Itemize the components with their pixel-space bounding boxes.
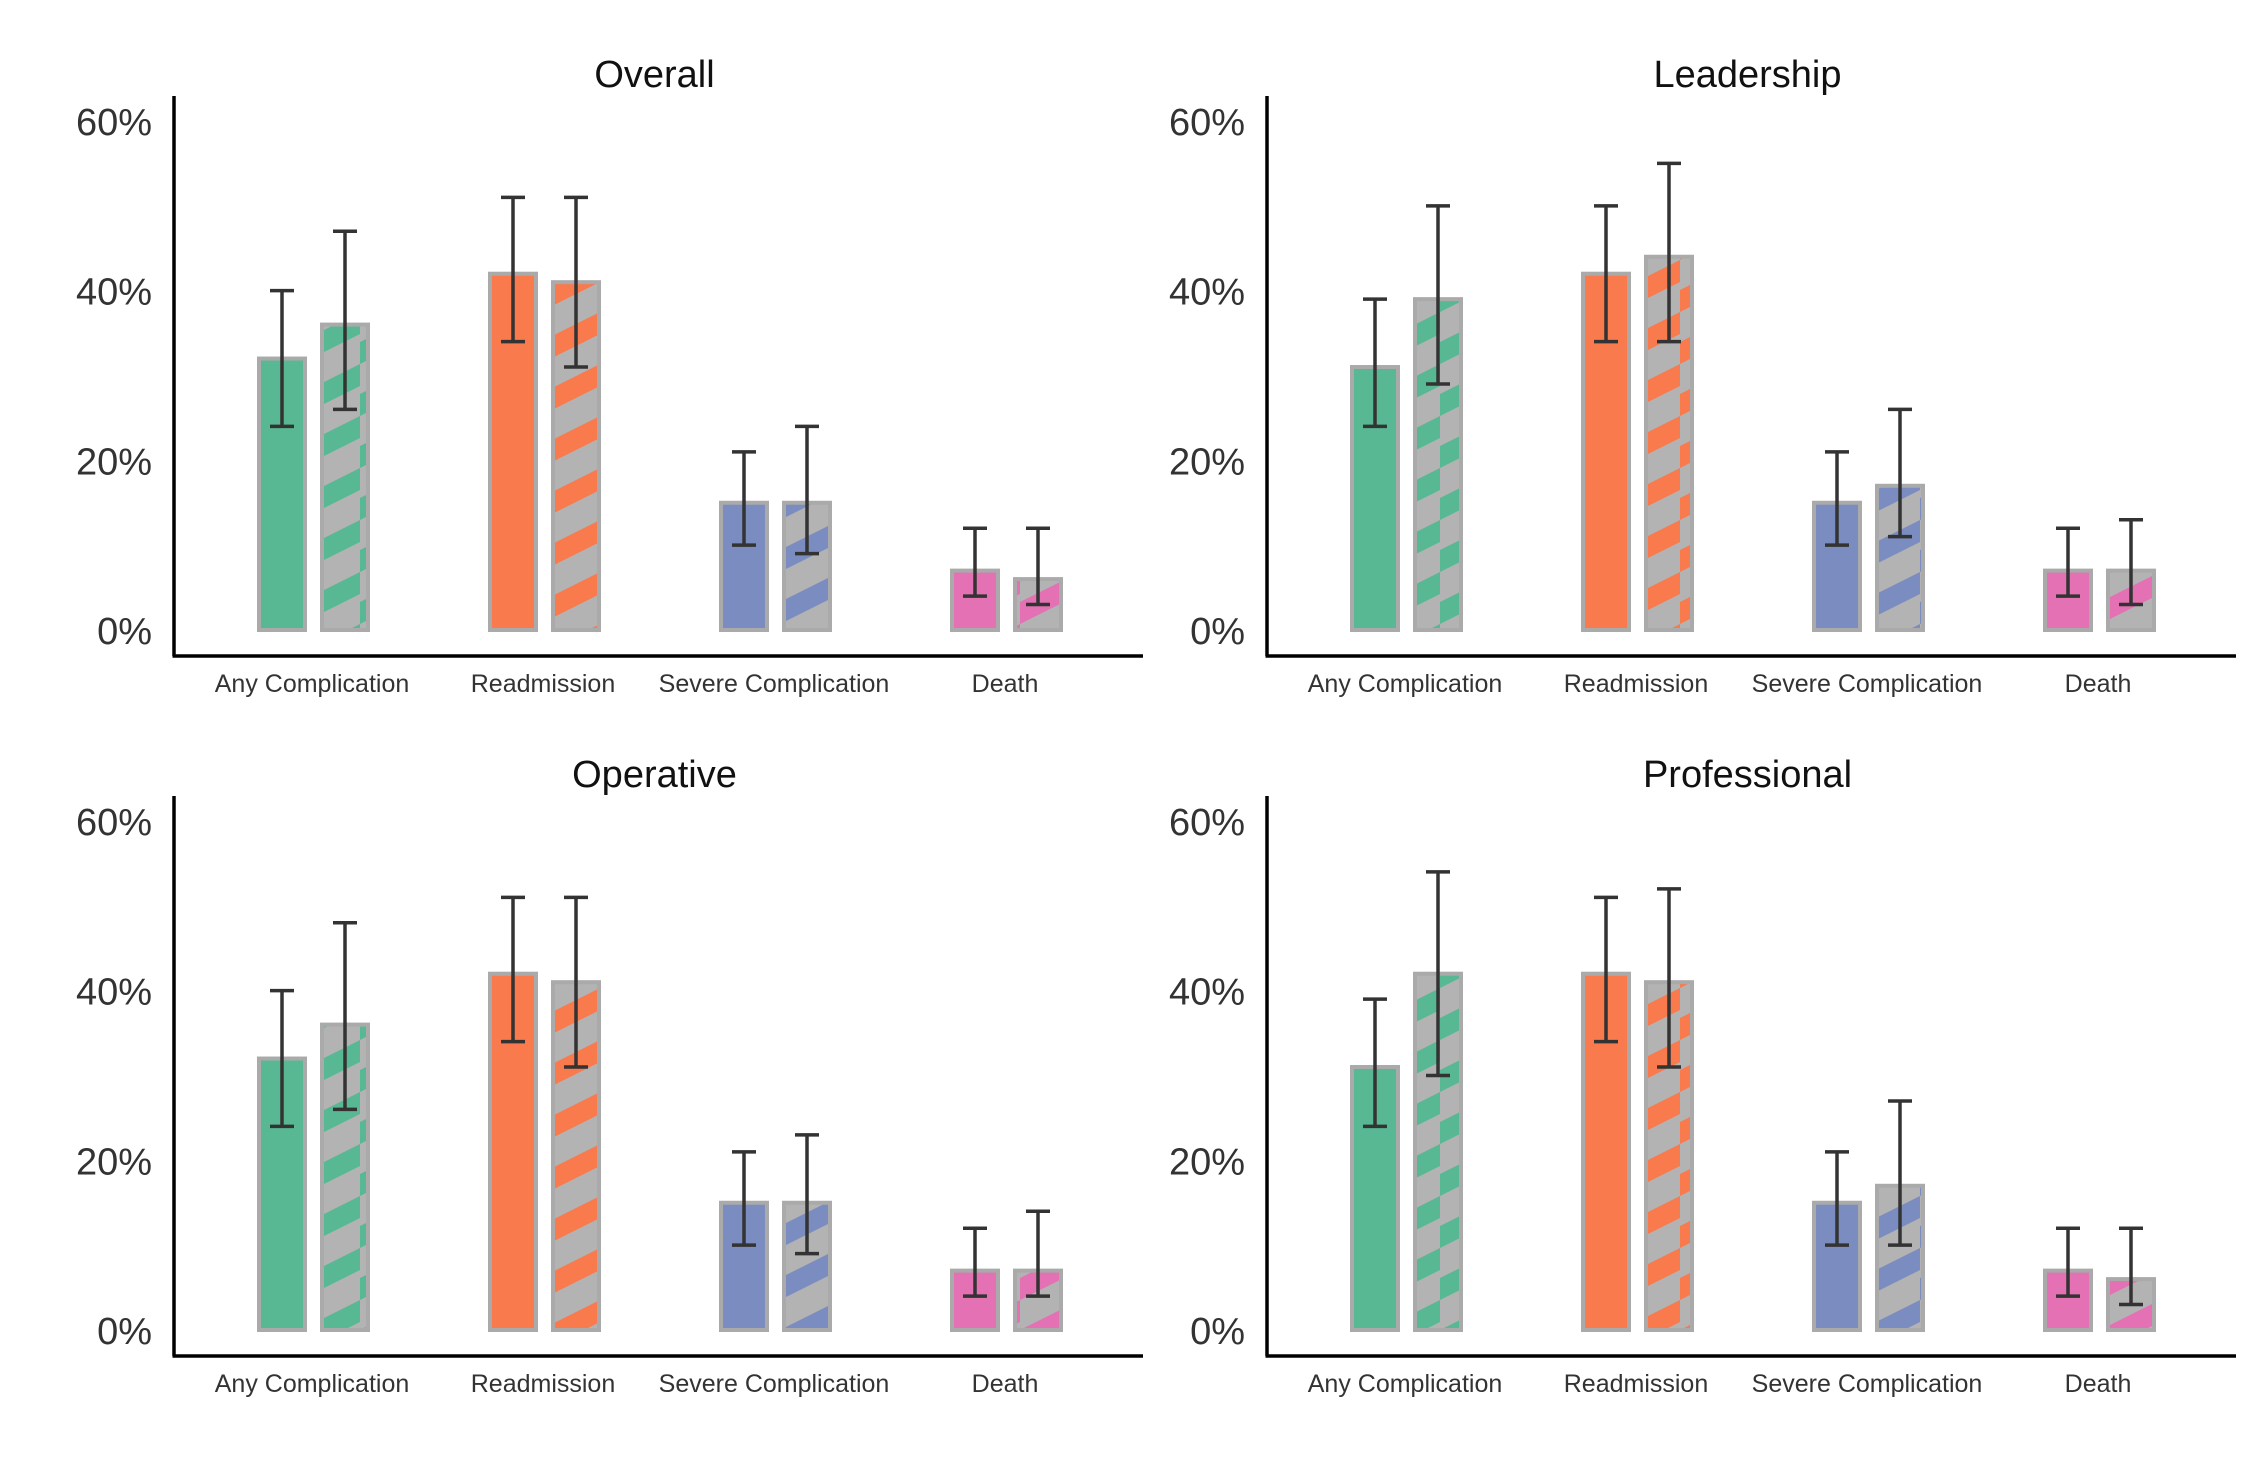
x-tick-label: Any Complication xyxy=(1308,1370,1503,1398)
x-tick-label: Readmission xyxy=(471,670,616,698)
y-tick-label: 20% xyxy=(1169,1141,1245,1183)
error-bar-readmission-hatched xyxy=(564,895,588,1069)
error-bar-any-complication-hatched xyxy=(333,229,357,412)
error-bar-severe-complication-hatched xyxy=(1888,1099,1912,1247)
y-tick-label: 40% xyxy=(1169,972,1245,1014)
y-tick-label: 40% xyxy=(76,272,152,314)
x-tick-label: Death xyxy=(2065,670,2132,698)
x-tick-label: Severe Complication xyxy=(1752,1370,1983,1398)
panel-title: Operative xyxy=(572,754,737,796)
x-tick-label: Any Complication xyxy=(215,1370,410,1398)
x-tick-label: Severe Complication xyxy=(1752,670,1983,698)
error-bar-readmission-solid xyxy=(501,895,525,1044)
error-bar-any-complication-hatched xyxy=(1426,870,1450,1078)
error-bar-severe-complication-solid xyxy=(1825,1150,1849,1247)
error-bar-severe-complication-hatched xyxy=(795,424,819,556)
panel-overall: Overall 0% 20% 40% 60% Any Complication Readmi… xyxy=(76,54,1143,698)
panel-leadership: Leadership 0% 20% 40% 60% Any Complication Rea… xyxy=(1169,54,2236,698)
error-bar-any-complication-solid xyxy=(1363,997,1387,1129)
error-bar-readmission-solid xyxy=(1594,895,1618,1044)
y-tick-label: 40% xyxy=(76,972,152,1014)
y-tick-label: 20% xyxy=(76,1141,152,1183)
x-tick-label: Death xyxy=(972,1370,1039,1398)
error-bar-severe-complication-solid xyxy=(732,1150,756,1247)
panel-professional: Professional 0% 20% 40% 60% Any Complication R… xyxy=(1169,754,2236,1398)
x-tick-label: Death xyxy=(972,670,1039,698)
error-bar-readmission-hatched xyxy=(1657,887,1681,1069)
x-tick-label: Severe Complication xyxy=(659,1370,890,1398)
y-tick-label: 20% xyxy=(76,441,152,483)
error-bar-death-solid xyxy=(2056,526,2080,598)
error-bar-any-complication-solid xyxy=(270,988,294,1129)
panel-title: Overall xyxy=(594,54,714,96)
error-bar-death-hatched xyxy=(1026,526,1050,607)
error-bar-severe-complication-solid xyxy=(732,450,756,547)
error-bar-any-complication-solid xyxy=(270,288,294,429)
panel-operative: Operative 0% 20% 40% 60% Any Complication Read… xyxy=(76,754,1143,1398)
error-bar-readmission-solid xyxy=(501,195,525,344)
x-tick-label: Readmission xyxy=(1564,670,1709,698)
error-bar-severe-complication-solid xyxy=(1825,450,1849,547)
y-tick-label: 0% xyxy=(97,611,152,653)
error-bar-death-hatched xyxy=(1026,1209,1050,1298)
x-tick-label: Readmission xyxy=(471,1370,616,1398)
error-bar-death-hatched xyxy=(2119,517,2143,607)
y-tick-label: 60% xyxy=(1169,802,1245,844)
error-bar-readmission-solid xyxy=(1594,204,1618,344)
x-tick-label: Any Complication xyxy=(215,670,410,698)
y-tick-label: 60% xyxy=(1169,102,1245,144)
bar-any-complication-solid xyxy=(1350,1065,1400,1333)
panel-title: Leadership xyxy=(1653,54,1841,96)
y-tick-label: 40% xyxy=(1169,272,1245,314)
error-bar-any-complication-hatched xyxy=(1426,204,1450,386)
error-bar-any-complication-solid xyxy=(1363,297,1387,429)
y-tick-label: 0% xyxy=(97,1311,152,1353)
x-tick-label: Readmission xyxy=(1564,1370,1709,1398)
y-tick-label: 0% xyxy=(1190,1311,1245,1353)
y-tick-label: 20% xyxy=(1169,441,1245,483)
y-tick-label: 0% xyxy=(1190,611,1245,653)
error-bar-readmission-hatched xyxy=(564,195,588,369)
error-bar-death-solid xyxy=(963,1226,987,1298)
error-bar-death-solid xyxy=(963,526,987,598)
x-tick-label: Severe Complication xyxy=(659,670,890,698)
y-tick-label: 60% xyxy=(76,102,152,144)
error-bar-severe-complication-hatched xyxy=(795,1133,819,1256)
error-bar-severe-complication-hatched xyxy=(1888,407,1912,539)
y-tick-label: 60% xyxy=(76,802,152,844)
panel-title: Professional xyxy=(1643,754,1852,796)
x-tick-label: Death xyxy=(2065,1370,2132,1398)
error-bar-death-solid xyxy=(2056,1226,2080,1298)
error-bar-any-complication-hatched xyxy=(333,921,357,1112)
x-tick-label: Any Complication xyxy=(1308,670,1503,698)
error-bar-readmission-hatched xyxy=(1657,161,1681,344)
error-bar-death-hatched xyxy=(2119,1226,2143,1307)
